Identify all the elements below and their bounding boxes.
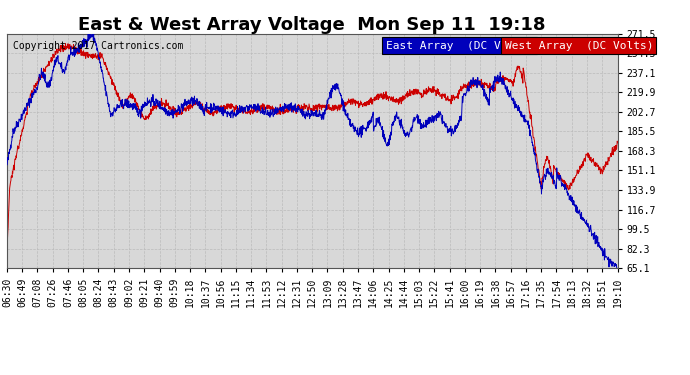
Title: East & West Array Voltage  Mon Sep 11  19:18: East & West Array Voltage Mon Sep 11 19:… [79,16,546,34]
Text: East Array  (DC Volts): East Array (DC Volts) [386,41,534,51]
Text: Copyright 2017 Cartronics.com: Copyright 2017 Cartronics.com [13,41,184,51]
Text: West Array  (DC Volts): West Array (DC Volts) [504,41,653,51]
